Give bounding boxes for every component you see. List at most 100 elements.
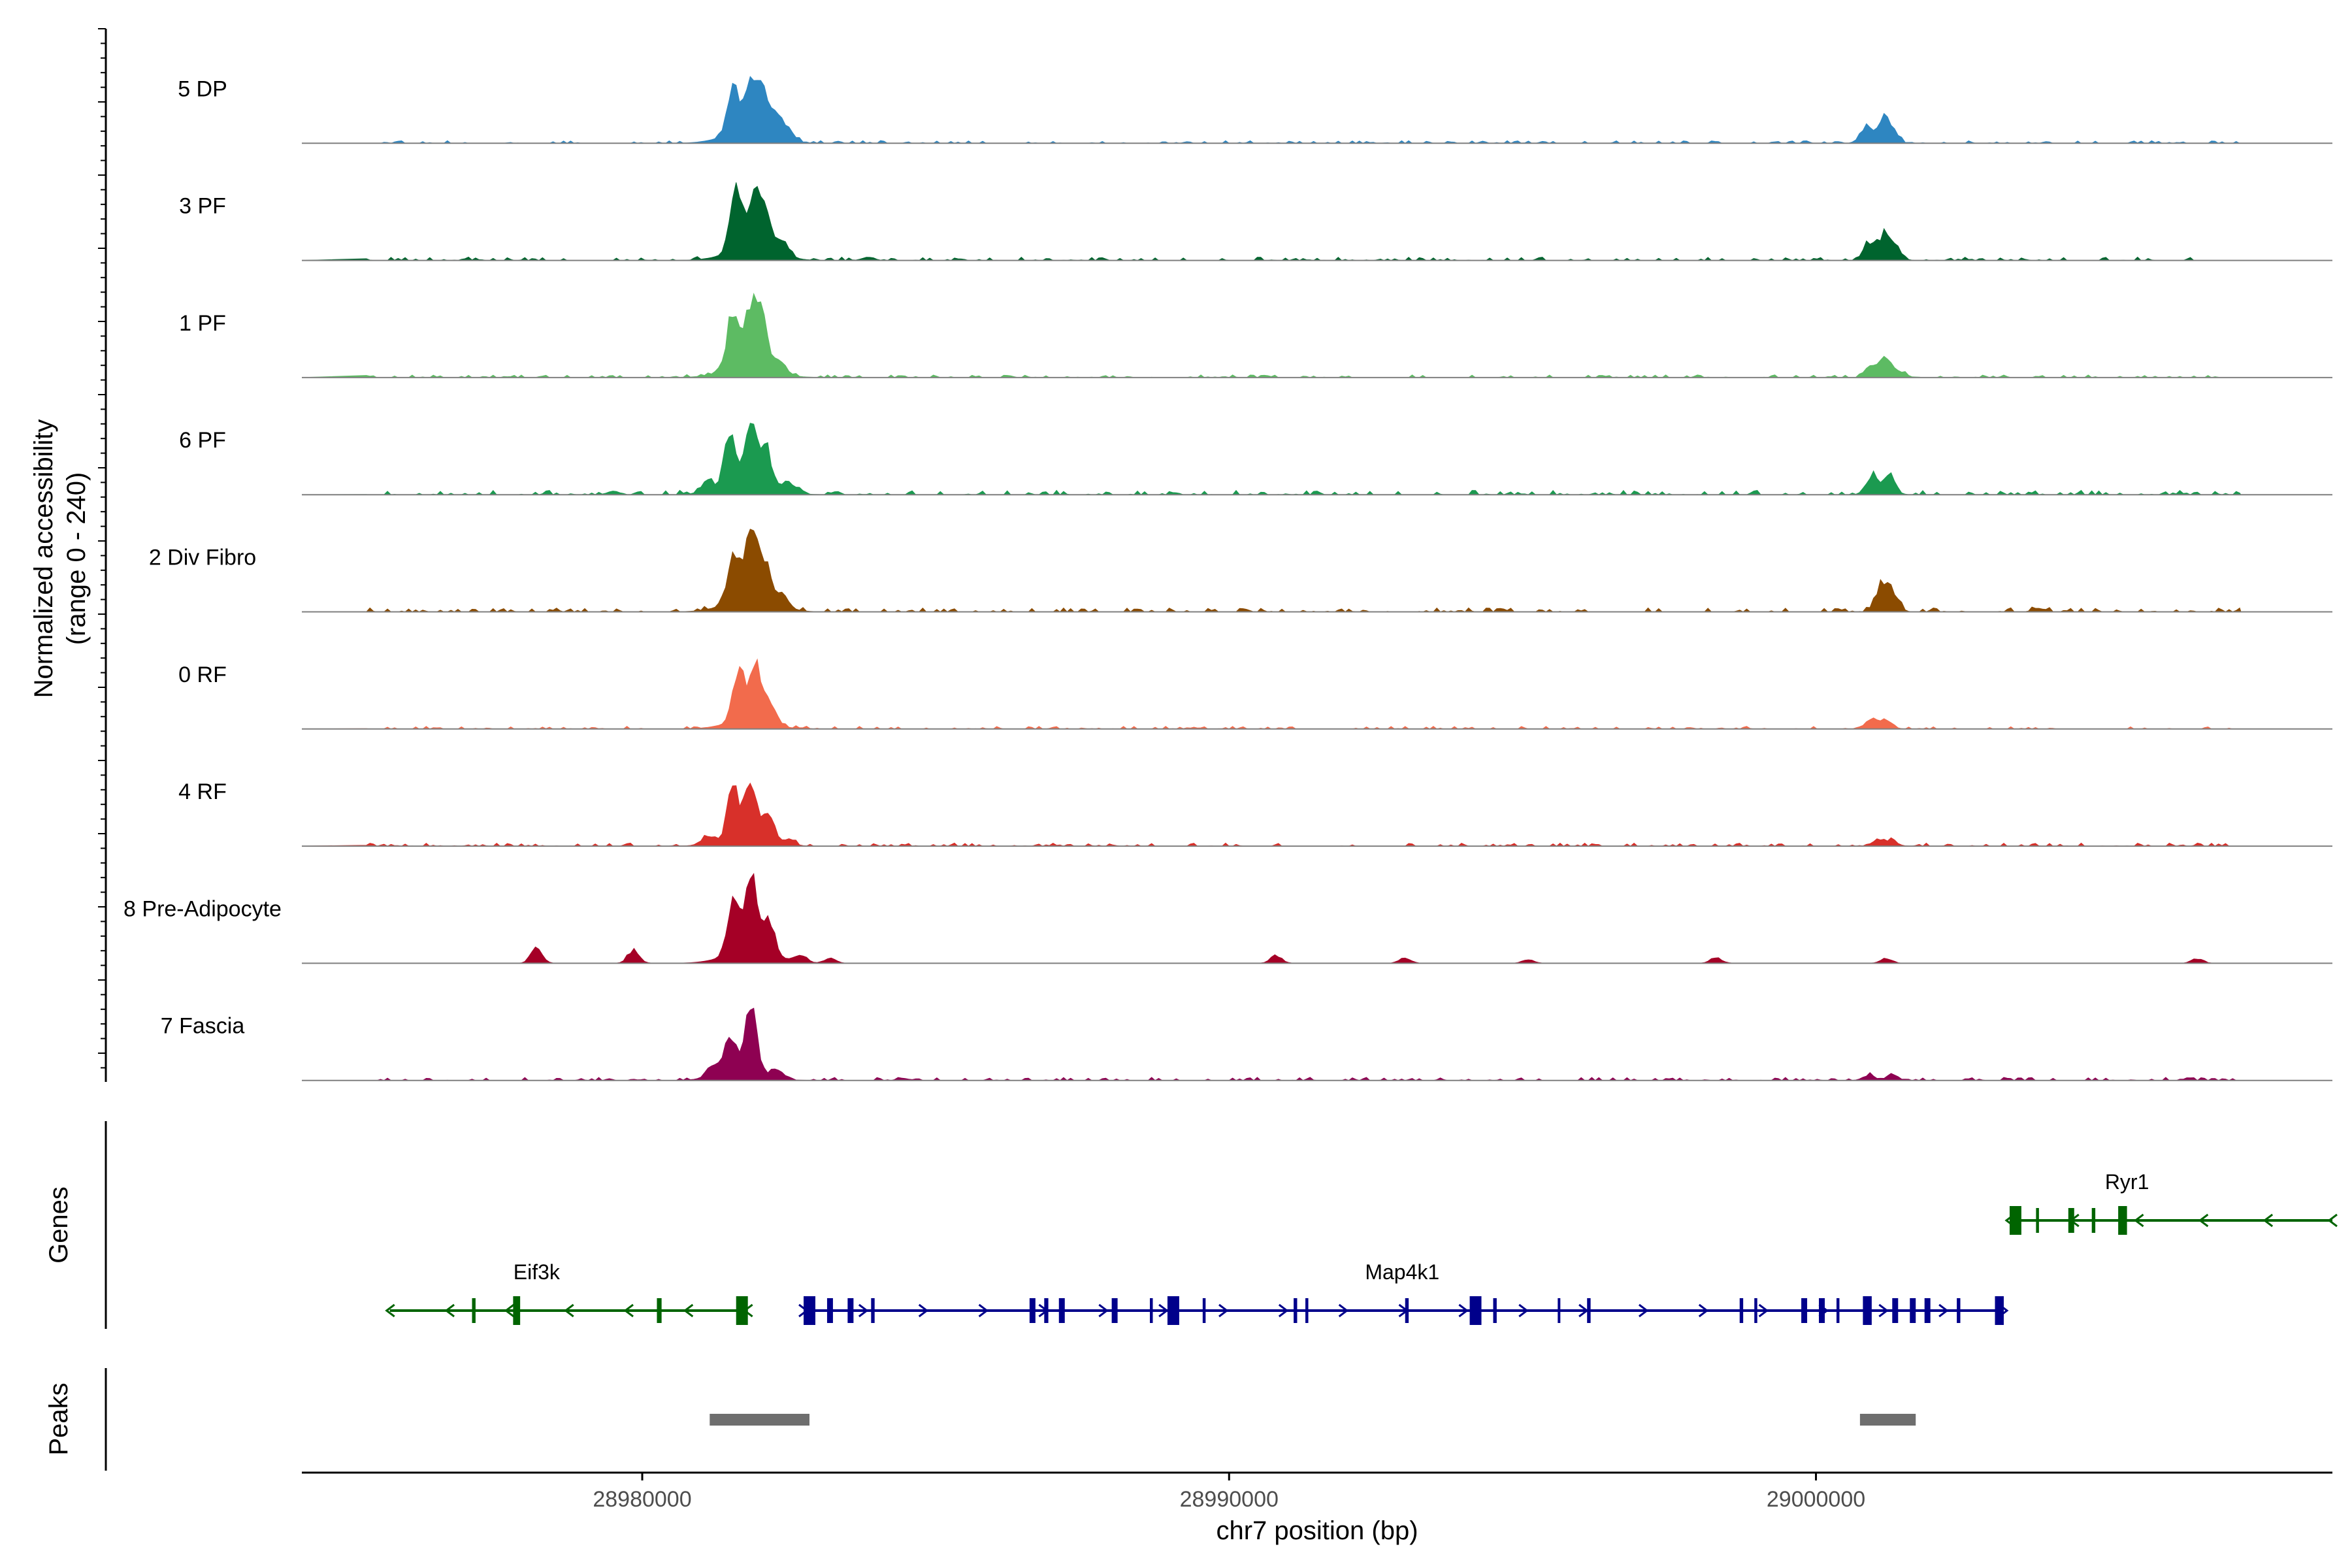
strand-arrow	[1758, 1303, 1769, 1318]
peak-region	[1859, 1414, 1916, 1426]
gene-label-ryr1: Ryr1	[2105, 1170, 2149, 1194]
track-2-div-fibro: 2 Div Fibro	[149, 529, 2332, 613]
x-tick-label: 28980000	[593, 1487, 691, 1512]
track-1-pf: 1 PF	[179, 293, 2332, 378]
exon	[1892, 1298, 1899, 1323]
exon	[657, 1298, 662, 1323]
strand-arrow	[858, 1303, 869, 1318]
strand-arrow	[1098, 1303, 1109, 1318]
strand-arrow	[1938, 1303, 1949, 1318]
strand-arrow	[385, 1303, 395, 1318]
track-3-pf: 3 PF	[179, 182, 2332, 261]
x-axis-ticks: 28980000 28990000 29000000	[593, 1473, 1865, 1512]
exon	[1202, 1298, 1206, 1323]
track-0-rf: 0 RF	[178, 658, 2332, 730]
peaks-panel-label: Peaks	[44, 1382, 73, 1455]
exon	[736, 1296, 748, 1325]
strand-arrow	[1878, 1303, 1889, 1318]
exon	[1910, 1298, 1916, 1323]
track-4-rf: 4 RF	[178, 779, 2332, 847]
track-label-1-pf: 1 PF	[179, 311, 226, 336]
coverage-tracks: 5 DP 3 PF 1 PF 6 PF 2 Div Fibro 0 RF 4 RF 8 Pre…	[123, 76, 2332, 1081]
strand-arrow	[564, 1303, 574, 1318]
exon	[1305, 1298, 1309, 1323]
y-axis-ticks	[98, 28, 106, 1069]
strand-arrow	[2327, 1213, 2338, 1228]
gene-label-eif3k: Eif3k	[514, 1260, 561, 1284]
strand-arrow	[918, 1303, 929, 1318]
strand-arrow	[1278, 1303, 1289, 1318]
exon	[1754, 1298, 1757, 1323]
exon	[1149, 1298, 1153, 1323]
track-label-4-rf: 4 RF	[178, 779, 227, 804]
exon	[1058, 1298, 1065, 1323]
exon	[1924, 1298, 1931, 1323]
genes-panel-label: Genes	[44, 1186, 73, 1264]
exon	[1167, 1296, 1179, 1325]
strand-arrow	[2198, 1213, 2209, 1228]
strand-arrow	[1518, 1303, 1529, 1318]
exon	[1029, 1298, 1036, 1323]
strand-arrow	[504, 1303, 515, 1318]
exon	[1044, 1298, 1049, 1323]
strand-arrow	[1458, 1303, 1469, 1318]
exon	[1836, 1298, 1840, 1323]
exon	[1587, 1298, 1591, 1323]
strand-arrow	[1218, 1303, 1229, 1318]
exon	[1469, 1296, 1482, 1325]
track-label-2-div-fibro: 2 Div Fibro	[149, 546, 256, 570]
track-6-pf: 6 PF	[179, 423, 2332, 496]
exon	[2091, 1208, 2096, 1233]
exon	[1739, 1298, 1744, 1323]
exon	[804, 1296, 815, 1325]
strand-arrow	[978, 1303, 989, 1318]
track-label-0-rf: 0 RF	[178, 662, 227, 687]
exon	[1294, 1298, 1298, 1323]
track-label-7-fascia: 7 Fascia	[161, 1014, 245, 1039]
strand-arrow	[444, 1303, 455, 1318]
strand-arrow	[1158, 1303, 1169, 1318]
x-tick-label: 29000000	[1767, 1487, 1865, 1512]
track-label-5-dp: 5 DP	[178, 76, 227, 101]
exon	[1819, 1298, 1825, 1323]
track-7-fascia: 7 Fascia	[161, 1007, 2332, 1081]
exon	[1863, 1296, 1872, 1325]
x-tick-label: 28990000	[1180, 1487, 1279, 1512]
track-label-6-pf: 6 PF	[179, 428, 226, 453]
peak-regions	[710, 1414, 1916, 1426]
exon	[871, 1298, 875, 1323]
strand-arrow	[1638, 1303, 1649, 1318]
exon	[1493, 1298, 1497, 1323]
strand-arrow	[2134, 1213, 2144, 1228]
gene-annotations: Ryr1 Eif3k Map4k1	[385, 1170, 2338, 1325]
exon	[1957, 1298, 1961, 1323]
gene-ryr1: Ryr1	[2004, 1170, 2338, 1235]
strand-arrow	[1698, 1303, 1709, 1318]
strand-arrow	[1578, 1303, 1589, 1318]
gene-map4k1: Map4k1	[798, 1260, 2009, 1325]
exon	[847, 1298, 854, 1323]
exon	[826, 1298, 833, 1323]
exon	[2009, 1206, 2021, 1235]
track-label-3-pf: 3 PF	[179, 194, 226, 219]
exon	[472, 1298, 476, 1323]
y-axis-title-line2: (range 0 - 240)	[62, 472, 91, 645]
gene-label-map4k1: Map4k1	[1365, 1260, 1439, 1284]
exon	[1995, 1296, 2004, 1325]
exon	[2118, 1206, 2127, 1235]
exon	[1405, 1298, 1409, 1323]
track-8-pre-adipocyte: 8 Pre-Adipocyte	[123, 873, 2332, 964]
peak-region	[710, 1414, 809, 1426]
strand-arrow	[2262, 1213, 2274, 1228]
y-axis-title-line1: Normalized accessibility	[29, 419, 58, 698]
track-5-dp: 5 DP	[178, 76, 2332, 144]
exon	[1801, 1298, 1808, 1323]
exon	[1558, 1298, 1561, 1323]
strand-arrow	[1338, 1303, 1349, 1318]
strand-arrow	[623, 1303, 634, 1318]
exon	[2068, 1208, 2074, 1233]
exon	[513, 1296, 521, 1325]
exon	[2036, 1208, 2039, 1233]
